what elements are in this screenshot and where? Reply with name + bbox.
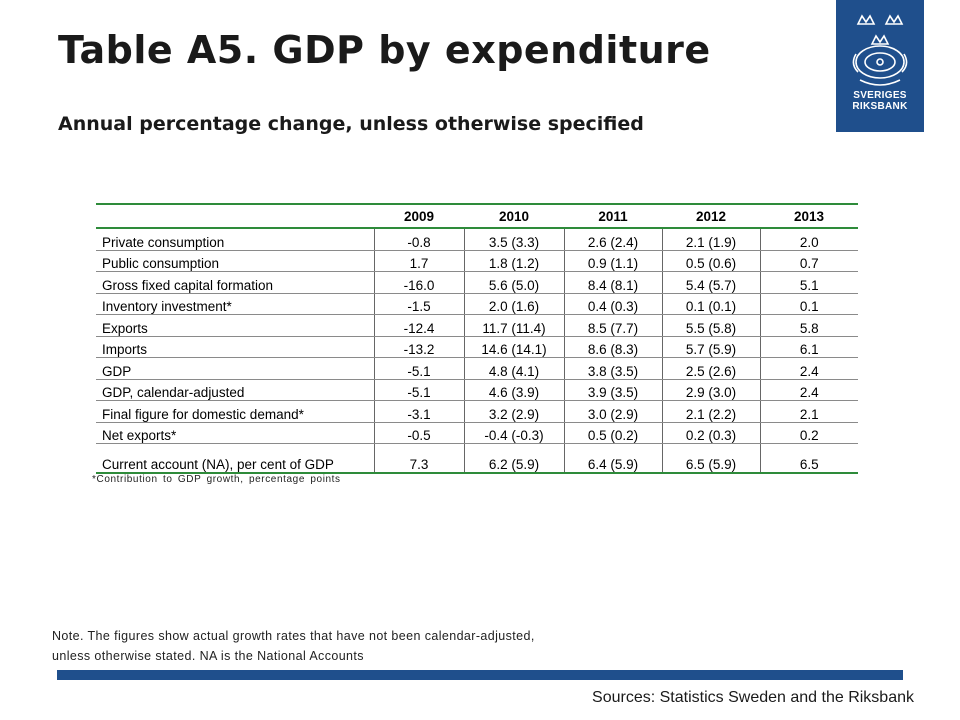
table-cell: 3.5 (3.3) — [463, 227, 564, 251]
table-cell: -0.8 — [373, 227, 464, 251]
table-cell: -1.5 — [373, 292, 464, 315]
table-cell: 5.1 — [759, 271, 858, 294]
table-cell: 5.5 (5.8) — [661, 314, 760, 337]
table-cell: 4.8 (4.1) — [463, 357, 564, 380]
table-cell: -13.2 — [373, 335, 464, 358]
table-cell: 5.8 — [759, 314, 858, 337]
table-row: Current account (NA), per cent of GDP 7.… — [96, 443, 858, 474]
table-row: Gross fixed capital formation -16.0 5.6 … — [96, 271, 858, 294]
table-cell: 8.5 (7.7) — [563, 314, 662, 337]
table-cell: -3.1 — [373, 400, 464, 423]
table-cell: 0.7 — [759, 249, 858, 272]
table-cell: 0.2 (0.3) — [661, 421, 760, 444]
table-cell: 6.1 — [759, 335, 858, 358]
table-cell: 2.1 (1.9) — [661, 227, 760, 251]
table-cell: -0.5 — [373, 421, 464, 444]
crown-emblem-icon — [852, 14, 908, 86]
table-cell: 6.5 — [759, 443, 858, 474]
table-row: Inventory investment* -1.5 2.0 (1.6) 0.4… — [96, 292, 858, 315]
note-line: Note. The figures show actual growth rat… — [52, 629, 535, 643]
table-cell: 2.6 (2.4) — [563, 227, 662, 251]
table-cell: 5.7 (5.9) — [661, 335, 760, 358]
table-cell: 6.5 (5.9) — [661, 443, 760, 474]
table-cell: 2.9 (3.0) — [661, 378, 760, 401]
table-cell: 0.1 — [759, 292, 858, 315]
table-cell: 0.2 — [759, 421, 858, 444]
table-cell: 2.0 (1.6) — [463, 292, 564, 315]
table-cell: -5.1 — [373, 357, 464, 380]
table-cell: 2.1 (2.2) — [661, 400, 760, 423]
column-header: 2012 — [662, 203, 760, 229]
logo-text-line2: RIKSBANK — [852, 101, 908, 112]
table-cell: -16.0 — [373, 271, 464, 294]
row-label: Final figure for domestic demand* — [96, 400, 374, 423]
table-row: Exports -12.4 11.7 (11.4) 8.5 (7.7) 5.5 … — [96, 314, 858, 337]
row-label: GDP, calendar-adjusted — [96, 378, 374, 401]
table-cell: 3.8 (3.5) — [563, 357, 662, 380]
table-cell: 3.0 (2.9) — [563, 400, 662, 423]
table-cell: 3.2 (2.9) — [463, 400, 564, 423]
table-cell: 8.6 (8.3) — [563, 335, 662, 358]
row-label: Exports — [96, 314, 374, 337]
riksbank-logo: SVERIGES RIKSBANK — [836, 0, 924, 132]
page-subtitle: Annual percentage change, unless otherwi… — [58, 113, 644, 135]
table-footnote: *Contribution to GDP growth, percentage … — [92, 474, 341, 485]
page-title: Table A5. GDP by expenditure — [58, 28, 711, 72]
row-label: Inventory investment* — [96, 292, 374, 315]
column-header: 2010 — [464, 203, 564, 229]
table-cell: 0.5 (0.6) — [661, 249, 760, 272]
row-label: Imports — [96, 335, 374, 358]
row-label: Current account (NA), per cent of GDP — [96, 443, 374, 474]
note-line: unless otherwise stated. NA is the Natio… — [52, 649, 364, 663]
table-row: Private consumption -0.8 3.5 (3.3) 2.6 (… — [96, 227, 858, 251]
row-label: Net exports* — [96, 421, 374, 444]
table-cell: 2.4 — [759, 378, 858, 401]
table-cell: 4.6 (3.9) — [463, 378, 564, 401]
table-cell: 1.7 — [373, 249, 464, 272]
header-label-cell — [96, 203, 374, 229]
gdp-table: 2009 2010 2011 2012 2013 Private consump… — [96, 203, 858, 474]
row-label: Public consumption — [96, 249, 374, 272]
table-row: Net exports* -0.5 -0.4 (-0.3) 0.5 (0.2) … — [96, 421, 858, 444]
table-cell: -0.4 (-0.3) — [463, 421, 564, 444]
sources-text: Sources: Statistics Sweden and the Riksb… — [592, 689, 914, 706]
table-cell: 6.2 (5.9) — [463, 443, 564, 474]
table-cell: 11.7 (11.4) — [463, 314, 564, 337]
table-row: GDP -5.1 4.8 (4.1) 3.8 (3.5) 2.5 (2.6) 2… — [96, 357, 858, 380]
table-row: Public consumption 1.7 1.8 (1.2) 0.9 (1.… — [96, 249, 858, 272]
table-cell: 14.6 (14.1) — [463, 335, 564, 358]
table-cell: 2.1 — [759, 400, 858, 423]
table-cell: 0.9 (1.1) — [563, 249, 662, 272]
table-cell: 0.1 (0.1) — [661, 292, 760, 315]
table-cell: 0.4 (0.3) — [563, 292, 662, 315]
table-cell: -5.1 — [373, 378, 464, 401]
table-cell: 2.0 — [759, 227, 858, 251]
column-header: 2009 — [374, 203, 464, 229]
logo-text-line1: SVERIGES — [853, 90, 907, 101]
table-row: Imports -13.2 14.6 (14.1) 8.6 (8.3) 5.7 … — [96, 335, 858, 358]
table-header-row: 2009 2010 2011 2012 2013 — [96, 203, 858, 229]
column-header: 2011 — [564, 203, 662, 229]
note-text: Note. The figures show actual growth rat… — [52, 626, 535, 666]
table-row: GDP, calendar-adjusted -5.1 4.6 (3.9) 3.… — [96, 378, 858, 401]
column-header: 2013 — [760, 203, 858, 229]
table-cell: 5.6 (5.0) — [463, 271, 564, 294]
table-cell: 8.4 (8.1) — [563, 271, 662, 294]
table-cell: 6.4 (5.9) — [563, 443, 662, 474]
table-cell: 2.5 (2.6) — [661, 357, 760, 380]
footer-bar — [57, 670, 903, 680]
table-cell: 1.8 (1.2) — [463, 249, 564, 272]
table-cell: 5.4 (5.7) — [661, 271, 760, 294]
table-cell: 7.3 — [373, 443, 464, 474]
row-label: Gross fixed capital formation — [96, 271, 374, 294]
table-cell: -12.4 — [373, 314, 464, 337]
table-cell: 2.4 — [759, 357, 858, 380]
table-cell: 3.9 (3.5) — [563, 378, 662, 401]
row-label: GDP — [96, 357, 374, 380]
table-cell: 0.5 (0.2) — [563, 421, 662, 444]
table-row: Final figure for domestic demand* -3.1 3… — [96, 400, 858, 423]
row-label: Private consumption — [96, 227, 374, 251]
